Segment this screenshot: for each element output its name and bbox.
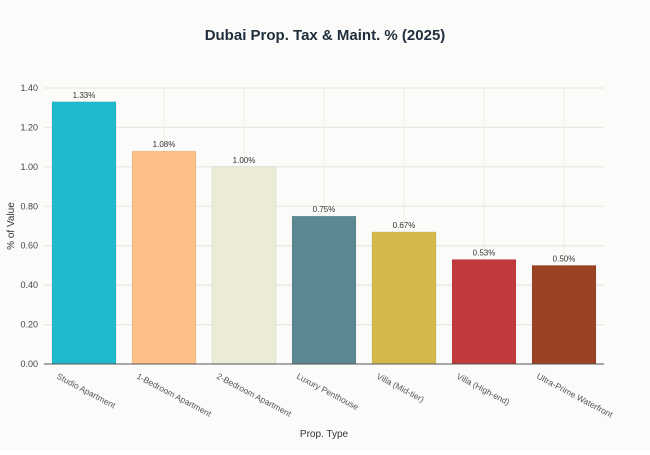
- x-tick-label: Ultra-Prime Waterfront: [535, 371, 615, 420]
- data-label: 0.53%: [473, 249, 496, 258]
- y-tick-label: 1.00: [20, 162, 38, 172]
- x-tick-label: 1-Bedroom Apartment: [135, 371, 214, 419]
- data-label: 0.67%: [393, 221, 416, 230]
- x-axis-label: Prop. Type: [300, 429, 349, 440]
- x-tick-label: Villa (High-end): [455, 371, 511, 407]
- data-labels: 1.33% 1.08% 1.00% 0.75% 0.67% 0.53% 0.50%: [73, 91, 576, 264]
- y-tick-label: 1.40: [20, 83, 38, 93]
- y-tick-label: 0.40: [20, 280, 38, 290]
- y-tick-label: 1.20: [20, 122, 38, 132]
- y-tick-label: 0.20: [20, 320, 38, 330]
- y-tick-label: 0.80: [20, 201, 38, 211]
- x-tick-label: 2-Bedroom Apartment: [215, 371, 294, 419]
- bar: [531, 265, 597, 365]
- data-label: 1.08%: [153, 140, 176, 149]
- x-tick-label: Luxury Penthouse: [295, 371, 360, 412]
- bar: [371, 231, 437, 365]
- data-label: 1.33%: [73, 91, 96, 100]
- data-label: 1.00%: [233, 156, 256, 165]
- bar: [211, 166, 277, 365]
- x-axis-ticks: Studio Apartment 1-Bedroom Apartment 2-Bed…: [55, 371, 615, 420]
- x-tick-label: Villa (Mid-tier): [375, 371, 426, 404]
- y-axis-ticks: 0.00 0.20 0.40 0.60 0.80 1.00 1.20 1.40: [20, 83, 38, 369]
- y-tick-label: 0.60: [20, 241, 38, 251]
- bars: [51, 101, 597, 365]
- y-tick-label: 0.00: [20, 359, 38, 369]
- bar: [291, 215, 357, 365]
- data-label: 0.50%: [553, 254, 576, 263]
- y-axis-label: % of Value: [6, 202, 17, 250]
- bar: [131, 150, 197, 365]
- x-tick-label: Studio Apartment: [55, 371, 118, 411]
- chart-title: Dubai Prop. Tax & Maint. % (2025): [205, 27, 446, 44]
- data-label: 0.75%: [313, 205, 336, 214]
- bar: [451, 259, 517, 365]
- bar: [51, 101, 117, 365]
